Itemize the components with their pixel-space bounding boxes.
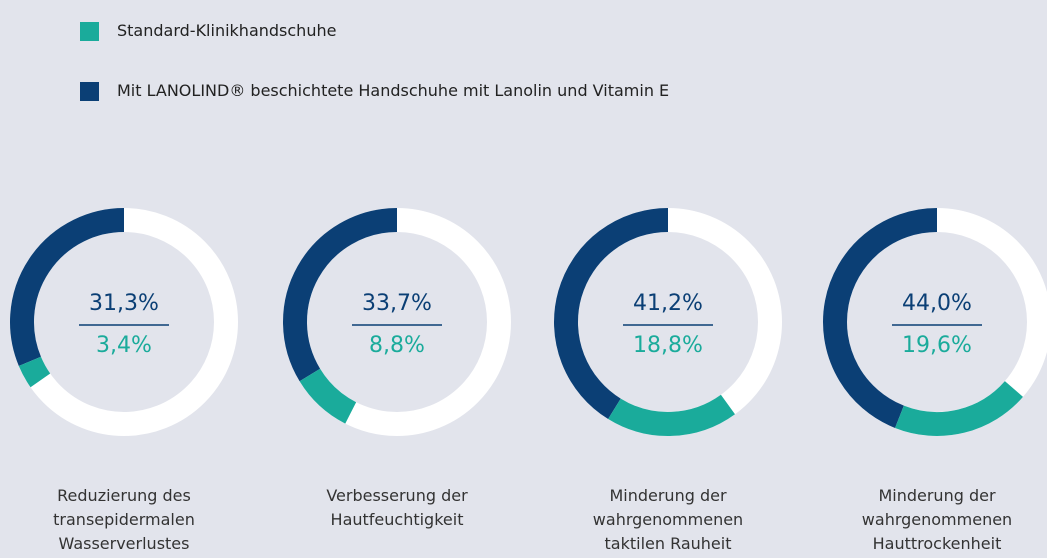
- value-label: 33,7%: [362, 291, 432, 316]
- category-label: Verbesserung der Hautfeuchtigkeit: [326, 486, 468, 529]
- donut-segment: [608, 394, 736, 436]
- value-label: 31,3%: [89, 291, 159, 316]
- legend-swatch: [80, 22, 99, 41]
- category-label: Reduzierung des transepidermalen Wasserv…: [53, 486, 195, 553]
- donut-segment: [299, 368, 357, 424]
- donut-segment: [10, 208, 125, 366]
- value-label: 44,0%: [902, 291, 972, 316]
- legend-swatch: [80, 82, 99, 101]
- donut-segment: [554, 208, 669, 420]
- donut-segment: [895, 380, 1023, 436]
- value-label: 19,6%: [902, 333, 972, 358]
- category-label: Minderung der wahrgenommenen taktilen Ra…: [592, 486, 744, 553]
- donut-segment: [283, 208, 398, 382]
- value-label: 41,2%: [633, 291, 703, 316]
- donut-segment: [823, 208, 938, 428]
- value-label: 18,8%: [633, 333, 703, 358]
- value-label: 3,4%: [96, 333, 152, 358]
- category-label: Minderung der wahrgenommenen Hauttrocken…: [861, 486, 1013, 553]
- donut-segment: [18, 356, 51, 388]
- value-label: 8,8%: [369, 333, 425, 358]
- legend-label: Mit LANOLIND® beschichtete Handschuhe mi…: [117, 81, 670, 100]
- legend-label: Standard-Klinikhandschuhe: [117, 21, 337, 40]
